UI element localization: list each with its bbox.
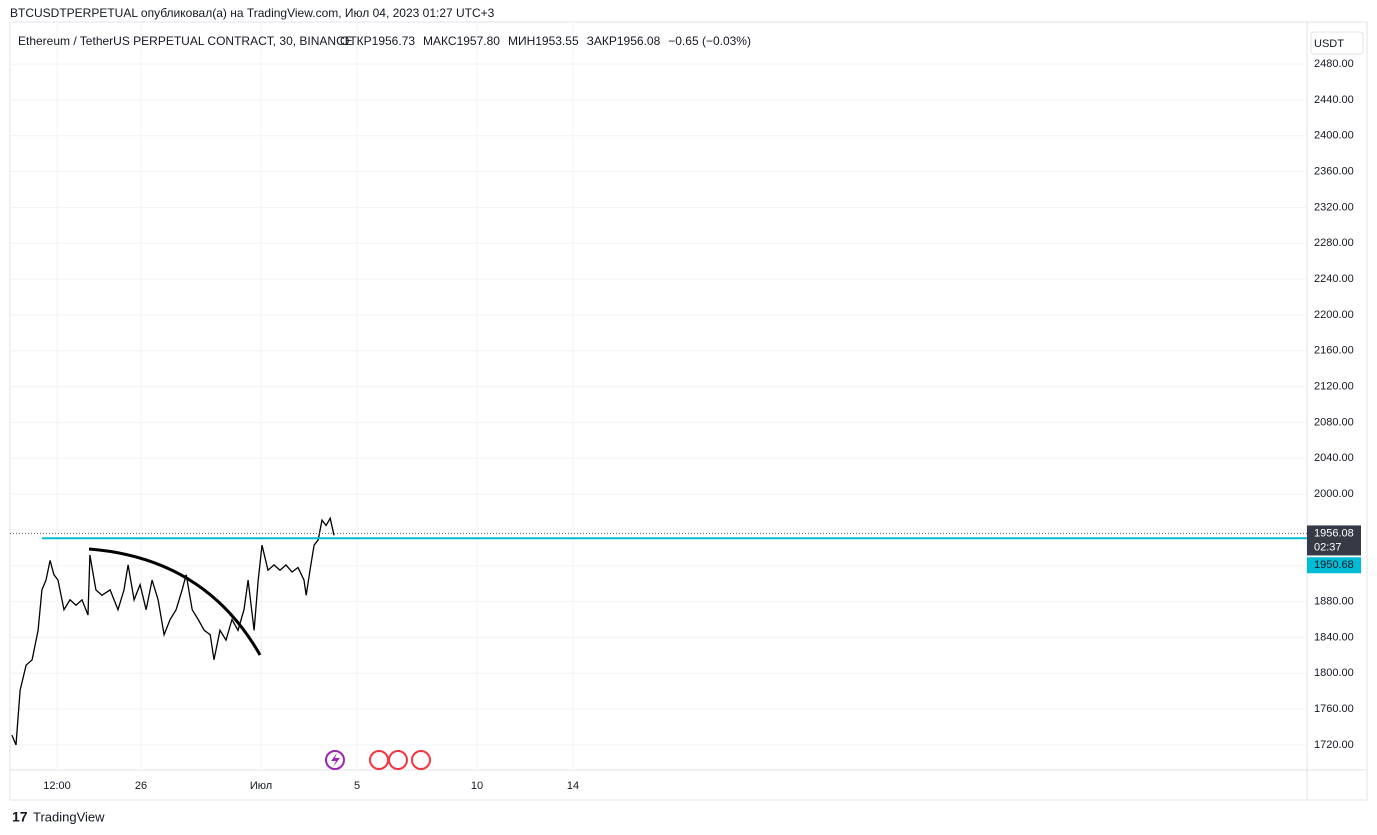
arc-drawing — [88, 547, 262, 656]
y-tick-label: 1880.00 — [1314, 595, 1354, 607]
y-tick-label: 2440.00 — [1314, 94, 1354, 106]
event-icon — [331, 753, 340, 767]
x-tick-label: Июл — [250, 780, 272, 792]
y-tick-label: 1840.00 — [1314, 631, 1354, 643]
y-tick-label: 2000.00 — [1314, 488, 1354, 500]
x-tick-label: 26 — [135, 780, 147, 792]
last-price-label: 1956.08 — [1314, 527, 1354, 539]
header: BTCUSDTPERPETUAL опубликовал(а) на Tradi… — [10, 6, 495, 20]
chart-title: Ethereum / TetherUS PERPETUAL CONTRACT, … — [18, 34, 353, 48]
ohlc-value: ЗАКР1956.08 — [587, 34, 661, 48]
y-tick-label: 2360.00 — [1314, 166, 1354, 178]
hline-label-box — [1307, 557, 1361, 574]
x-tick-label: 10 — [471, 780, 483, 792]
y-tick-label: 1800.00 — [1314, 667, 1354, 679]
y-tick-label: 1720.00 — [1314, 739, 1354, 751]
y-tick-label: 2480.00 — [1314, 58, 1354, 70]
currency-box — [1310, 31, 1364, 55]
hline-label: 1950.68 — [1314, 559, 1354, 571]
event-icon — [369, 750, 389, 770]
y-tick-label: 2160.00 — [1314, 345, 1354, 357]
y-tick-label: 2200.00 — [1314, 309, 1354, 321]
y-tick-label: 2320.00 — [1314, 201, 1354, 213]
event-icons — [325, 750, 431, 770]
event-icon — [388, 750, 408, 770]
y-tick-label: 2120.00 — [1314, 381, 1354, 393]
y-tick-label: 2040.00 — [1314, 452, 1354, 464]
y-tick-label: 2240.00 — [1314, 273, 1354, 285]
event-icon — [411, 750, 431, 770]
y-tick-label: 2280.00 — [1314, 237, 1354, 249]
currency: USDT — [1314, 38, 1344, 50]
y-tick-label: 2400.00 — [1314, 130, 1354, 142]
ohlc-value: МИН1953.55 — [508, 34, 579, 48]
last-price-box — [1307, 525, 1361, 556]
countdown: 02:37 — [1314, 541, 1342, 553]
x-tick-label: 14 — [567, 780, 579, 792]
ohlc-value: МАКС1957.80 — [423, 34, 500, 48]
chart-frame — [9, 21, 1368, 801]
x-tick-label: 5 — [354, 780, 360, 792]
x-tick-label: 12:00 — [43, 780, 71, 792]
price-line — [11, 516, 335, 746]
ohlc-value: ОТКР1956.73 — [340, 34, 415, 48]
ohlc-value: −0.65 (−0.03%) — [668, 34, 751, 48]
y-tick-label: 1760.00 — [1314, 703, 1354, 715]
logo-mark: 17 — [12, 809, 28, 825]
y-tick-label: 2080.00 — [1314, 416, 1354, 428]
footer: TradingView — [33, 809, 105, 824]
